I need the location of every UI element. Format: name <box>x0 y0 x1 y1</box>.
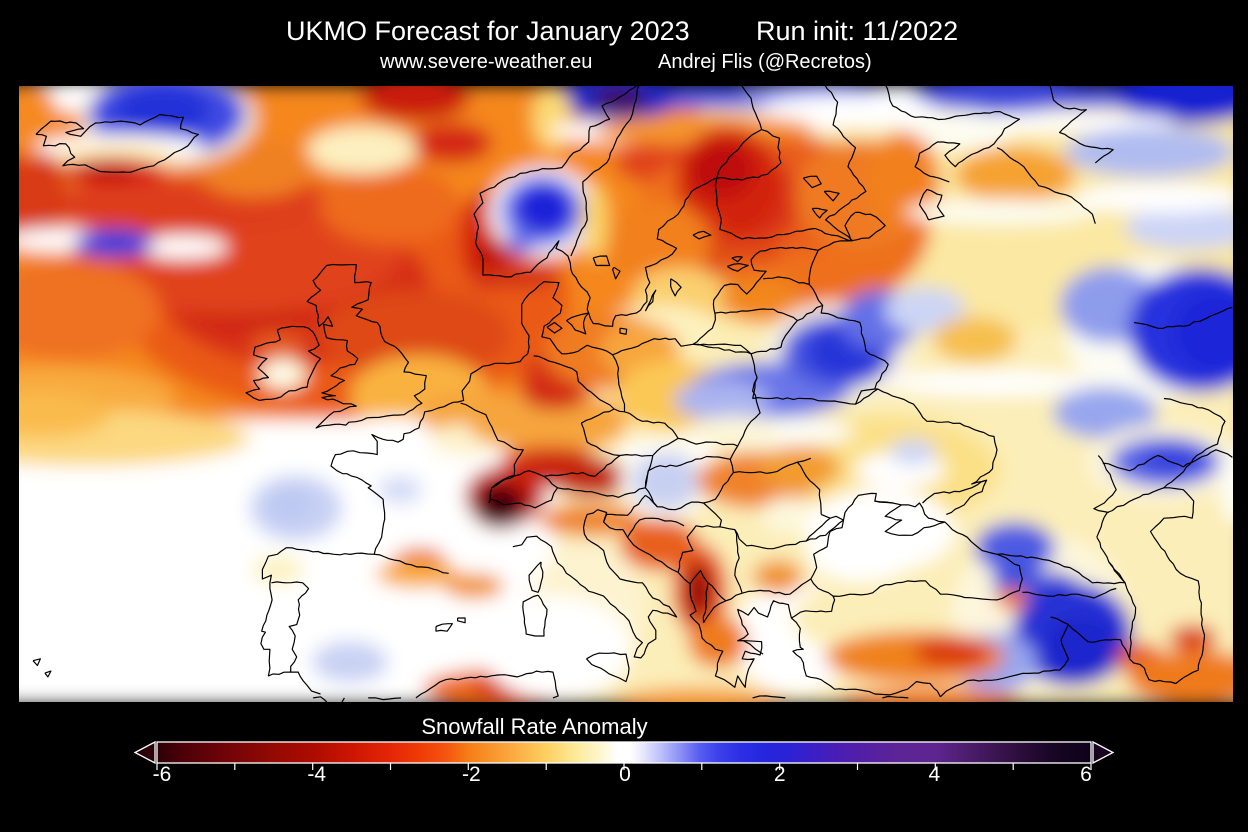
svg-text:4: 4 <box>928 763 940 786</box>
svg-text:6: 6 <box>1080 763 1092 786</box>
svg-text:0: 0 <box>619 763 631 786</box>
svg-text:-2: -2 <box>462 763 481 786</box>
svg-text:-4: -4 <box>307 763 326 786</box>
svg-text:2: 2 <box>774 763 786 786</box>
svg-text:-6: -6 <box>153 763 172 786</box>
